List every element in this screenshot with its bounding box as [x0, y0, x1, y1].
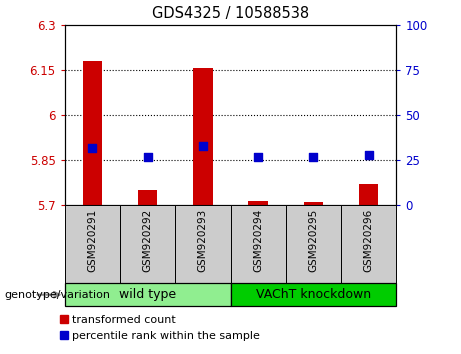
Bar — [230, 283, 396, 306]
Point — [89, 145, 96, 150]
Bar — [304, 202, 323, 205]
Bar — [230, 205, 286, 283]
Bar — [138, 190, 157, 205]
Text: GSM920294: GSM920294 — [253, 209, 263, 273]
Bar — [83, 61, 102, 205]
Bar — [341, 205, 396, 283]
Text: GSM920296: GSM920296 — [364, 209, 374, 273]
Point — [310, 154, 317, 159]
Bar — [286, 205, 341, 283]
Bar — [359, 184, 378, 205]
Bar — [65, 205, 120, 283]
Bar — [248, 201, 268, 205]
Text: GSM920292: GSM920292 — [142, 209, 153, 273]
Text: genotype/variation: genotype/variation — [5, 290, 111, 300]
Title: GDS4325 / 10588538: GDS4325 / 10588538 — [152, 6, 309, 21]
Legend: transformed count, percentile rank within the sample: transformed count, percentile rank withi… — [61, 315, 260, 341]
Text: GSM920291: GSM920291 — [87, 209, 97, 273]
Point — [365, 152, 372, 158]
Bar — [193, 68, 213, 205]
Point — [254, 154, 262, 159]
Point — [144, 154, 151, 159]
Text: GSM920293: GSM920293 — [198, 209, 208, 273]
Bar — [65, 283, 230, 306]
Text: GSM920295: GSM920295 — [308, 209, 319, 273]
Point — [199, 143, 207, 149]
Bar — [175, 205, 230, 283]
Text: VAChT knockdown: VAChT knockdown — [256, 288, 371, 301]
Text: wild type: wild type — [119, 288, 176, 301]
Bar — [120, 205, 175, 283]
